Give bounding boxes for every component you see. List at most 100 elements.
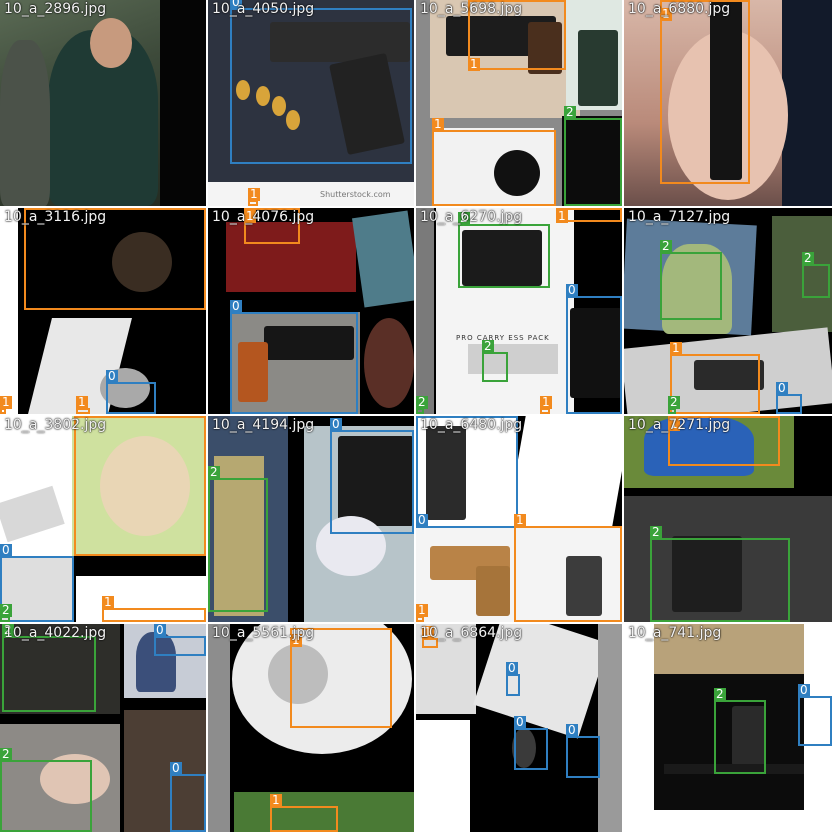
bbox-class-label: 0 [106,369,118,383]
tile-7: 2 2 0 1 2 1 PRO CARRY ESS PACK 10_a_6270… [416,208,622,414]
bbox-class-2: 2 [802,252,830,298]
bbox-class-label: 2 [2,624,14,637]
bbox-class-0: 0 [154,624,206,656]
tile-filename: 10_a_4194.jpg [212,417,315,433]
tile-filename: 10_a_4050.jpg [212,1,315,17]
bbox-class-label: 1 [422,625,434,639]
bbox-class-1: 1 [244,208,300,244]
bbox-class-label: 1 [670,341,682,355]
bbox-class-label: 1 [468,57,480,71]
bbox-class-label: 1 [74,416,86,417]
bbox-class-label: 2 [0,603,12,617]
bbox-class-0: 0 [230,300,358,414]
bbox-class-label: 0 [0,543,12,557]
bbox-class-1: 1 [422,626,438,648]
bbox-class-label: 1 [244,209,256,223]
bbox-class-2: 2 [2,624,96,712]
bbox-class-label: 1 [556,209,568,223]
tile-4: 1 10_a_6880.jpg [624,0,832,206]
tile-filename: 10_a_5698.jpg [420,1,523,17]
bbox-class-2: 2 [458,212,550,288]
tile-9: 1 0 1 2 10_a_3802.jpg [0,416,206,622]
bbox-class-1: 1 [432,118,556,206]
bbox-class-label: 1 [514,513,526,527]
bbox-class-1: 1 [668,416,780,466]
bbox-class-0: 0 [330,418,414,534]
tile-15: 0 0 0 1 10_a_6864.jpg [416,624,622,832]
bbox-class-label: 2 [482,339,494,353]
bbox-class-label: 0 [170,761,182,775]
bbox-class-2: 2 [714,688,766,774]
tile-filename: 10_a_2896.jpg [4,1,107,17]
bbox-class-label: 0 [566,723,578,737]
bbox-class-1: 1 [24,208,206,310]
tile-filename: 10_a_7127.jpg [628,209,731,225]
tile-6: 1 0 10_a_4076.jpg [208,208,414,414]
bbox-class-2: 2 [416,396,428,414]
bbox-class-label: 0 [154,624,166,637]
bbox-class-1: 1 [556,208,622,223]
bbox-class-1: 1 [74,416,206,556]
bbox-class-label: 0 [506,661,518,675]
bbox-class-label: 0 [566,283,578,297]
watermark-text: Shutterstock.com [320,190,391,199]
bbox-class-label: 1 [660,7,672,21]
tile-filename: 10_a_3116.jpg [4,209,107,225]
tile-5: 1 0 1 1 10_a_3116.jpg [0,208,206,414]
tile-1: 10_a_2896.jpg [0,0,206,206]
bbox-class-1: 1 [270,794,338,832]
bbox-class-label: 2 [668,395,680,409]
bbox-class-0: 0 [230,0,412,164]
bbox-class-label: 0 [776,381,788,395]
bbox-class-1: 1 [248,188,260,206]
bbox-class-1: 1 [540,396,552,414]
bbox-class-label: 2 [0,747,12,761]
bbox-class-label: 2 [714,687,726,701]
bbox-class-0: 0 [506,662,520,696]
bbox-class-1: 1 [76,396,90,414]
tile-11: 0 1 1 10_a_6480.jpg [416,416,622,622]
bbox-class-2: 2 [650,526,790,622]
bbox-class-1: 1 [514,514,622,622]
bbox-class-label: 0 [798,683,810,697]
holster-pack-text: PRO CARRY ESS PACK [456,334,550,342]
bbox-class-0: 0 [106,370,156,414]
bbox-class-label: 1 [248,187,260,201]
tile-2: 0 1 Shutterstock.com 10_a_4050.jpg [208,0,414,206]
tile-8: 2 2 1 0 2 10_a_7127.jpg [624,208,832,414]
bbox-class-0: 0 [416,416,518,528]
tile-filename: 10_a_5561.jpg [212,625,315,641]
tile-filename: 10_a_4022.jpg [4,625,107,641]
bbox-class-label: 2 [458,211,470,225]
bbox-class-1: 1 [416,604,428,622]
bbox-class-label: 1 [668,417,680,431]
bbox-class-label: 0 [514,715,526,729]
bbox-class-label: 0 [330,417,342,431]
bbox-class-label: 2 [802,251,814,265]
tile-3: 1 1 2 10_a_5698.jpg [416,0,622,206]
bbox-class-2: 2 [482,340,508,382]
bbox-class-label: 1 [24,208,36,209]
bbox-class-label: 2 [564,105,576,119]
bbox-class-label: 2 [650,525,662,539]
bbox-class-label: 2 [416,395,428,409]
tile-filename: 10_a_3802.jpg [4,417,107,433]
bbox-class-1: 1 [660,0,750,184]
bbox-class-label: 1 [540,395,552,409]
bbox-class-0: 0 [566,724,600,778]
tile-filename: 10_a_4076.jpg [212,209,315,225]
tile-filename: 10_a_6480.jpg [420,417,523,433]
bbox-class-1: 1 [290,628,392,728]
tile-filename: 10_a_741.jpg [628,625,722,641]
tile-filename: 10_a_6864.jpg [420,625,523,641]
tile-13: 2 0 2 0 10_a_4022.jpg [0,624,206,832]
bbox-class-2: 2 [564,106,622,206]
bbox-class-label: 1 [416,603,428,617]
bbox-class-2: 2 [208,466,268,612]
bbox-class-label: 0 [416,513,428,527]
tile-14: 1 1 10_a_5561.jpg [208,624,414,832]
tile-12: 1 2 10_a_7271.jpg [624,416,832,622]
bbox-class-label: 2 [660,239,672,253]
tile-filename: 10_a_7271.jpg [628,417,731,433]
bbox-class-1: 1 [102,596,206,622]
